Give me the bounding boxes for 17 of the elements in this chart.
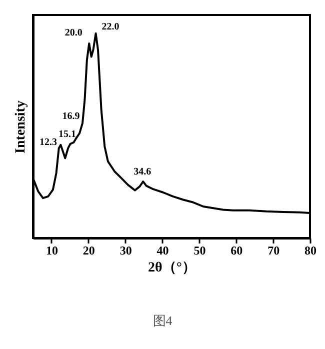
x-tick-label: 70 [268,244,280,258]
annotation: 34.6 [134,166,152,178]
x-tick-label: 20 [82,244,95,258]
x-tick-label: 30 [120,244,132,258]
annotation: 22.0 [102,21,120,32]
x-tick-label: 10 [46,244,58,258]
x-tick-label: 40 [156,244,169,258]
y-axis-title: Intensity [14,100,28,154]
annotation: 16.9 [62,110,80,122]
x-tick-label: 80 [304,244,316,258]
annotation: 12.3 [39,136,57,148]
caption: 图4 [152,312,174,330]
annotation: 15.1 [58,128,76,140]
x-tick-label: 60 [230,244,243,258]
x-axis-title: 2θ（°） [148,260,196,276]
x-tick-label: 50 [194,244,206,258]
annotation: 20.0 [64,28,82,39]
